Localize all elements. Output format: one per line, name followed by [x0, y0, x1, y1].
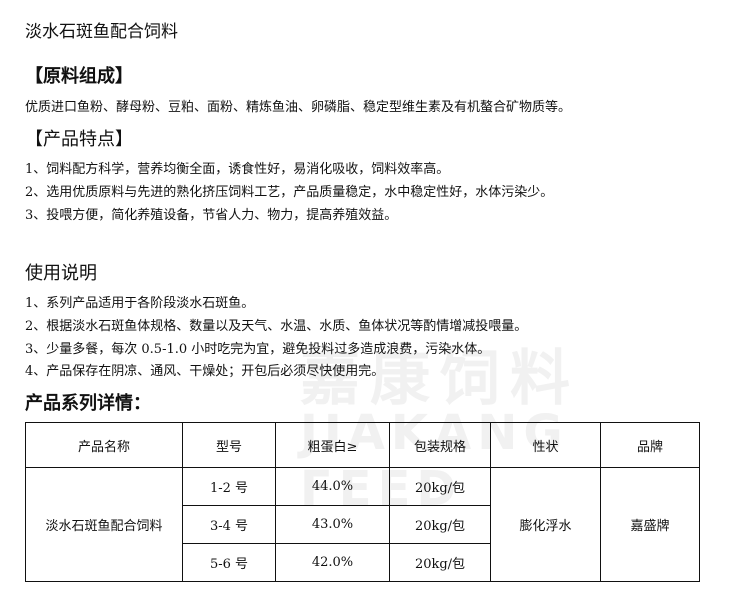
protein-cell: 43.0%: [275, 505, 390, 544]
model-cell: 5-6 号: [182, 543, 276, 582]
ingredients-text: 优质进口鱼粉、酵母粉、豆粕、面粉、精炼鱼油、卵磷脂、稳定型维生素及有机螯合矿物质…: [25, 100, 572, 115]
feature-item: 3、投喂方便，简化养殖设备，节省人力、物力，提高养殖效益。: [25, 208, 398, 223]
protein-cell: 44.0%: [275, 467, 390, 506]
usage-heading: 使用说明: [25, 263, 97, 284]
pack-cell: 20kg/包: [389, 467, 491, 506]
page-title: 淡水石斑鱼配合饲料: [25, 22, 178, 42]
header-cell: 品牌: [600, 422, 700, 468]
product-series-table: 产品名称 型号 粗蛋白≥ 包装规格 性状 品牌 淡水石斑鱼配合饲料 1-2 号 …: [25, 422, 700, 582]
usage-item: 2、根据淡水石斑鱼体规格、数量以及天气、水温、水质、鱼体状况等酌情增减投喂量。: [25, 319, 528, 334]
usage-item: 4、产品保存在阴凉、通风、干燥处；开包后必须尽快使用完。: [25, 364, 385, 379]
usage-item: 1、系列产品适用于各阶段淡水石斑鱼。: [25, 296, 255, 311]
pack-cell: 20kg/包: [389, 505, 491, 544]
series-heading: 产品系列详情：: [25, 393, 151, 414]
brand-cell: 嘉盛牌: [600, 467, 700, 582]
header-cell: 性状: [490, 422, 601, 468]
features-heading: 【产品特点】: [25, 129, 133, 150]
model-cell: 1-2 号: [182, 467, 276, 506]
product-name-cell: 淡水石斑鱼配合饲料: [25, 467, 183, 582]
form-cell: 膨化浮水: [490, 467, 601, 582]
usage-item: 3、少量多餐，每次 0.5-1.0 小时吃完为宜，避免投料过多造成浪费，污染水体…: [25, 342, 491, 357]
table-row: 3-4 号 43.0% 20kg/包: [26, 505, 700, 544]
ingredients-heading: 【原料组成】: [25, 66, 133, 87]
feature-item: 2、选用优质原料与先进的熟化挤压饲料工艺，产品质量稳定，水中稳定性好，水体污染少…: [25, 185, 554, 200]
feature-item: 1、饲料配方科学，营养均衡全面，诱食性好，易消化吸收，饲料效率高。: [25, 162, 450, 177]
header-cell: 型号: [182, 422, 276, 468]
header-cell: 粗蛋白≥: [275, 422, 390, 468]
table-row: 5-6 号 42.0% 20kg/包: [26, 543, 700, 582]
header-cell: 产品名称: [25, 422, 183, 468]
header-cell: 包装规格: [389, 422, 491, 468]
protein-cell: 42.0%: [275, 543, 390, 582]
table-row: 淡水石斑鱼配合饲料 1-2 号 44.0% 20kg/包 膨化浮水 嘉盛牌: [25, 467, 700, 582]
pack-cell: 20kg/包: [389, 543, 491, 582]
model-cell: 3-4 号: [182, 505, 276, 544]
